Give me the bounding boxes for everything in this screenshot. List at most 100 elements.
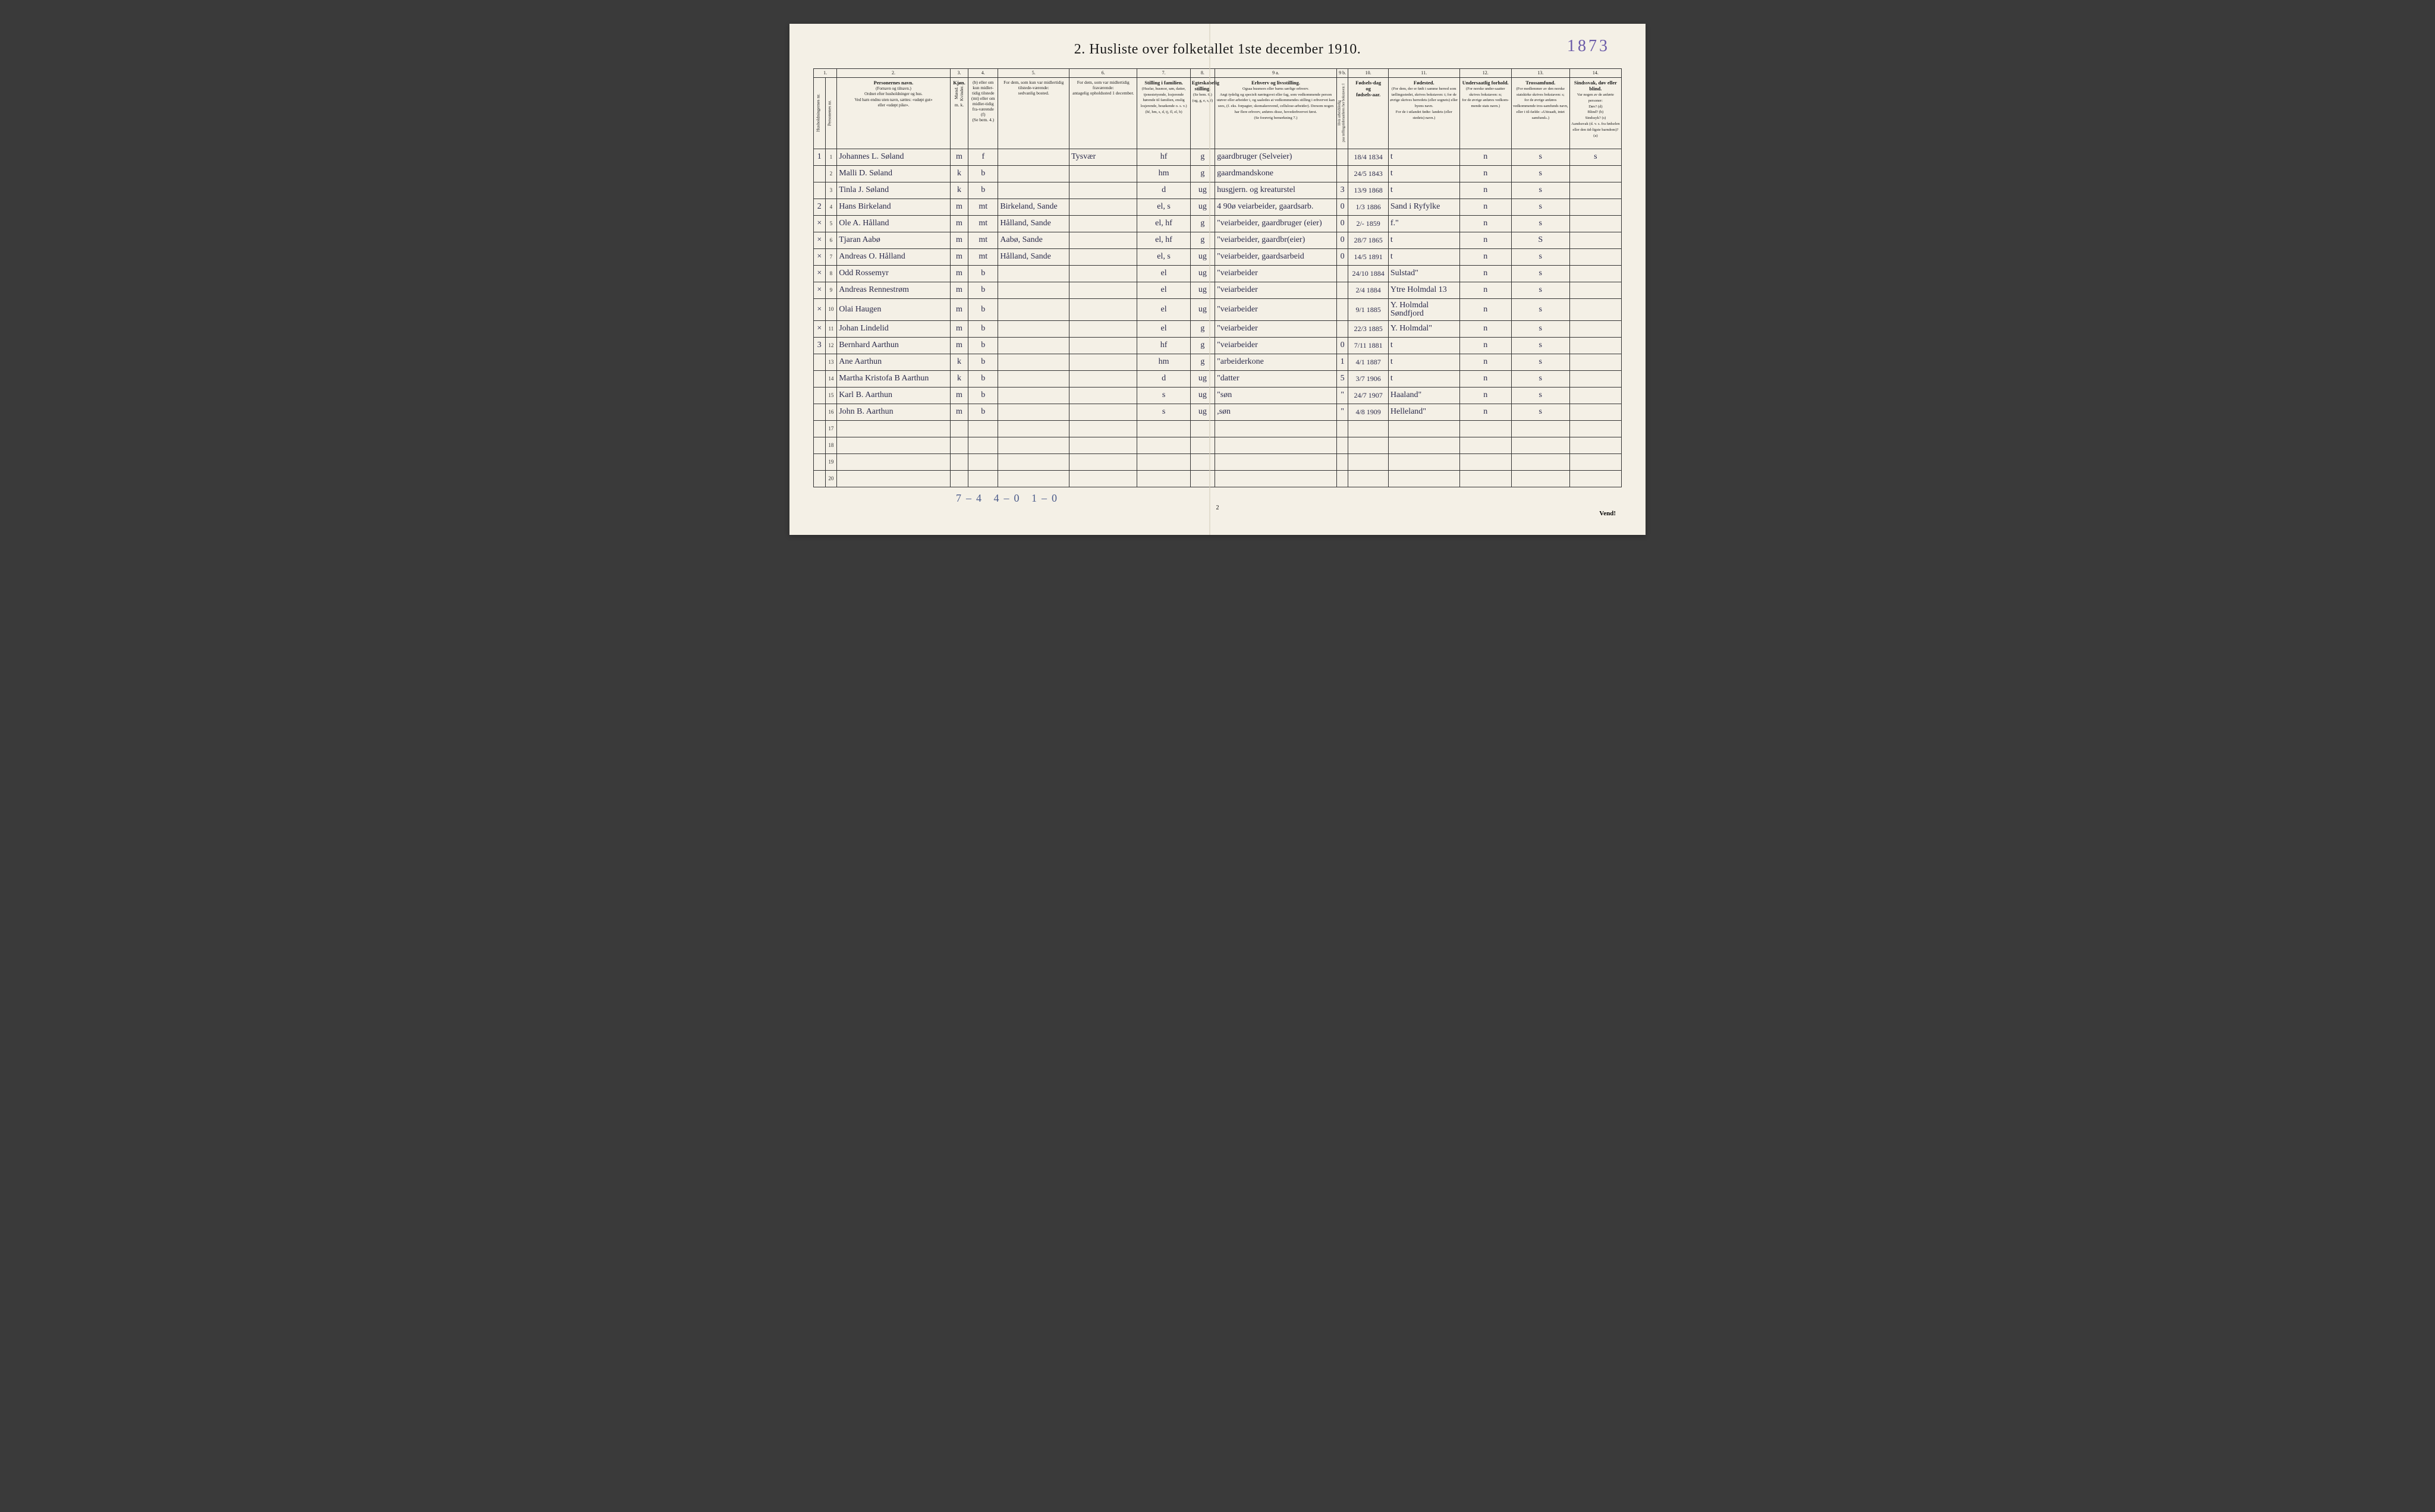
cell-c9b: 0: [1336, 215, 1348, 232]
cell-c13: [1511, 470, 1569, 487]
col-num-14: 14.: [1569, 69, 1621, 78]
cell-hh: 2: [814, 199, 826, 215]
cell-c6: [1069, 215, 1137, 232]
cell-hh: [814, 182, 826, 199]
cell-c5: [998, 298, 1069, 320]
cell-c14: [1569, 420, 1621, 437]
cell-bosat: b: [968, 298, 998, 320]
hdr-bosat: (b) eller om kun midler-tidig tilstede (…: [968, 77, 998, 149]
table-row: 14Martha Kristofa B Aarthunkbdug"datter5…: [814, 370, 1622, 387]
hdr-c9a-sub: Ogsaa husmors eller barns særlige erhver…: [1217, 87, 1335, 120]
cell-stilling: [1137, 420, 1190, 437]
cell-pn: 6: [825, 232, 837, 248]
cell-c6: [1069, 165, 1137, 182]
cell-fdato: 28/7 1865: [1348, 232, 1389, 248]
cell-c6: [1069, 298, 1137, 320]
cell-c6: [1069, 370, 1137, 387]
cell-c5: Hålland, Sande: [998, 248, 1069, 265]
cell-pn: 11: [825, 320, 837, 337]
cell-c5: [998, 265, 1069, 282]
cell-erhverv: [1215, 420, 1337, 437]
table-row: 18: [814, 437, 1622, 453]
cell-sex: k: [950, 165, 968, 182]
cell-c14: [1569, 298, 1621, 320]
cell-pn: 2: [825, 165, 837, 182]
cell-stilling: hf: [1137, 149, 1190, 165]
cell-egt: [1190, 420, 1215, 437]
census-page: 1873 2. Husliste over folketallet 1ste d…: [789, 24, 1646, 535]
cell-stilling: el, s: [1137, 248, 1190, 265]
cell-sex: m: [950, 232, 968, 248]
col-num-1: 1.: [814, 69, 837, 78]
cell-stilling: d: [1137, 370, 1190, 387]
cell-name: Ane Aarthun: [837, 354, 951, 370]
hdr-c11-sub: (For dem, der er født i samme herred som…: [1390, 87, 1458, 120]
cell-c13: s: [1511, 354, 1569, 370]
cell-egt: g: [1190, 320, 1215, 337]
cell-c13: s: [1511, 199, 1569, 215]
cell-stilling: [1137, 470, 1190, 487]
col-num-9a: 9 a.: [1215, 69, 1337, 78]
cell-sex: m: [950, 387, 968, 404]
cell-c9b: 3: [1336, 182, 1348, 199]
col-num-5: 5.: [998, 69, 1069, 78]
cell-hh: [814, 404, 826, 420]
cell-hh: [814, 420, 826, 437]
cell-c13: s: [1511, 215, 1569, 232]
cell-stilling: el: [1137, 320, 1190, 337]
cell-c9b: [1336, 420, 1348, 437]
cell-hh: ×: [814, 265, 826, 282]
cell-fsted: t: [1388, 354, 1459, 370]
hdr-c7-t: Stilling i familien.: [1144, 80, 1182, 86]
cell-fdato: 9/1 1885: [1348, 298, 1389, 320]
hdr-c12-sub: (For norske under-saatter skrives boksta…: [1462, 87, 1509, 108]
cell-stilling: el, hf: [1137, 232, 1190, 248]
cell-egt: [1190, 453, 1215, 470]
cell-c14: [1569, 165, 1621, 182]
cell-c12: n: [1459, 182, 1511, 199]
cell-stilling: el: [1137, 265, 1190, 282]
hdr-c7-sub: (Husfar, husmor, søn, datter, tjenestety…: [1141, 87, 1187, 114]
col-num-8: 8.: [1190, 69, 1215, 78]
table-row: 13Ane Aarthunkbhmg"arbeiderkone14/1 1887…: [814, 354, 1622, 370]
cell-c5: [998, 453, 1069, 470]
cell-c12: [1459, 470, 1511, 487]
cell-bosat: [968, 420, 998, 437]
hdr-hh: Husholdningernes nr.: [814, 77, 826, 149]
cell-fsted: Ytre Holmdal 13: [1388, 282, 1459, 298]
cell-c5: [998, 165, 1069, 182]
cell-sex: k: [950, 370, 968, 387]
cell-hh: ×: [814, 320, 826, 337]
cell-sex: [950, 420, 968, 437]
cell-erhverv: 4 90ø veiarbeider, gaardsarb.: [1215, 199, 1337, 215]
cell-c13: s: [1511, 337, 1569, 354]
cell-hh: [814, 387, 826, 404]
hdr-sex-t: Kjøn.: [953, 80, 965, 86]
cell-c12: n: [1459, 354, 1511, 370]
col-num-7: 7.: [1137, 69, 1190, 78]
cell-pn: 10: [825, 298, 837, 320]
cell-stilling: hm: [1137, 354, 1190, 370]
cell-c5: Hålland, Sande: [998, 215, 1069, 232]
cell-stilling: el: [1137, 282, 1190, 298]
table-row: ×11Johan Lindelidmbelg"veiarbeider22/3 1…: [814, 320, 1622, 337]
cell-c6: [1069, 320, 1137, 337]
cell-egt: ug: [1190, 282, 1215, 298]
table-row: ×10Olai Haugenmbelug"veiarbeider9/1 1885…: [814, 298, 1622, 320]
cell-fdato: 24/5 1843: [1348, 165, 1389, 182]
corner-page-number: 1873: [1567, 37, 1610, 56]
cell-c14: [1569, 453, 1621, 470]
cell-egt: ug: [1190, 404, 1215, 420]
cell-fsted: t: [1388, 232, 1459, 248]
cell-fsted: Y. Holmdal": [1388, 320, 1459, 337]
col-num-13: 13.: [1511, 69, 1569, 78]
cell-stilling: s: [1137, 387, 1190, 404]
cell-fdato: 3/7 1906: [1348, 370, 1389, 387]
cell-hh: ×: [814, 298, 826, 320]
cell-c14: [1569, 470, 1621, 487]
col-num-6: 6.: [1069, 69, 1137, 78]
cell-egt: ug: [1190, 248, 1215, 265]
hdr-name-sub: (Fornavn og tilnavn.) Ordnet efter husho…: [854, 86, 932, 108]
hdr-c13-t: Trossamfund.: [1525, 80, 1555, 86]
cell-c6: [1069, 282, 1137, 298]
